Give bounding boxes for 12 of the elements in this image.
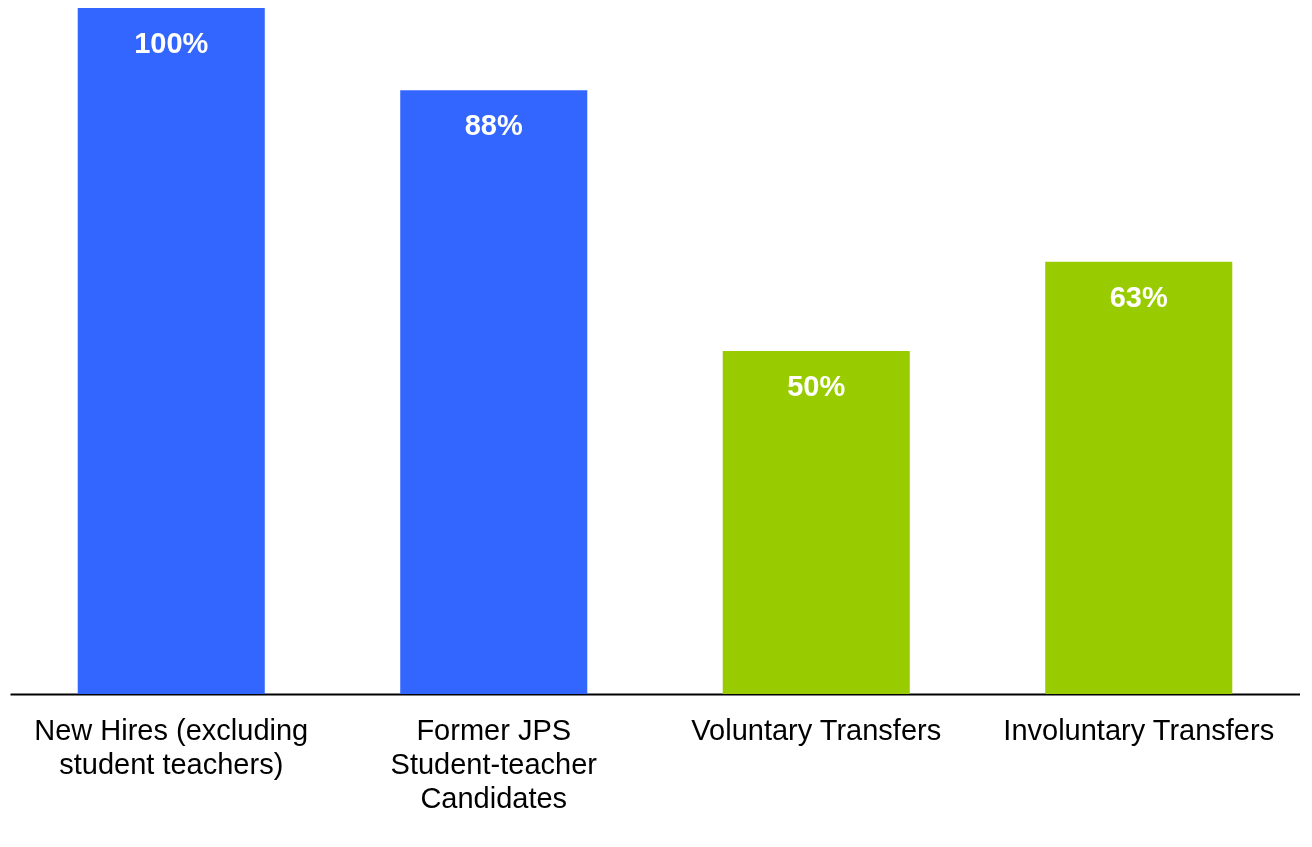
data-label: 100% [134, 27, 209, 59]
x-tick-label: Voluntary Transfers [691, 713, 942, 746]
bar [1045, 261, 1233, 694]
x-tick-label: Involuntary Transfers [1003, 713, 1275, 746]
bar [400, 90, 588, 694]
data-label: 50% [787, 370, 846, 402]
bar [722, 351, 910, 694]
x-tick-label: New Hires (excluding student teachers) [34, 713, 309, 780]
x-tick-label: Former JPS Student-teacher Candidates [390, 713, 598, 814]
data-label: 88% [464, 109, 523, 142]
data-label: 63% [1109, 280, 1168, 313]
bar [77, 8, 265, 694]
